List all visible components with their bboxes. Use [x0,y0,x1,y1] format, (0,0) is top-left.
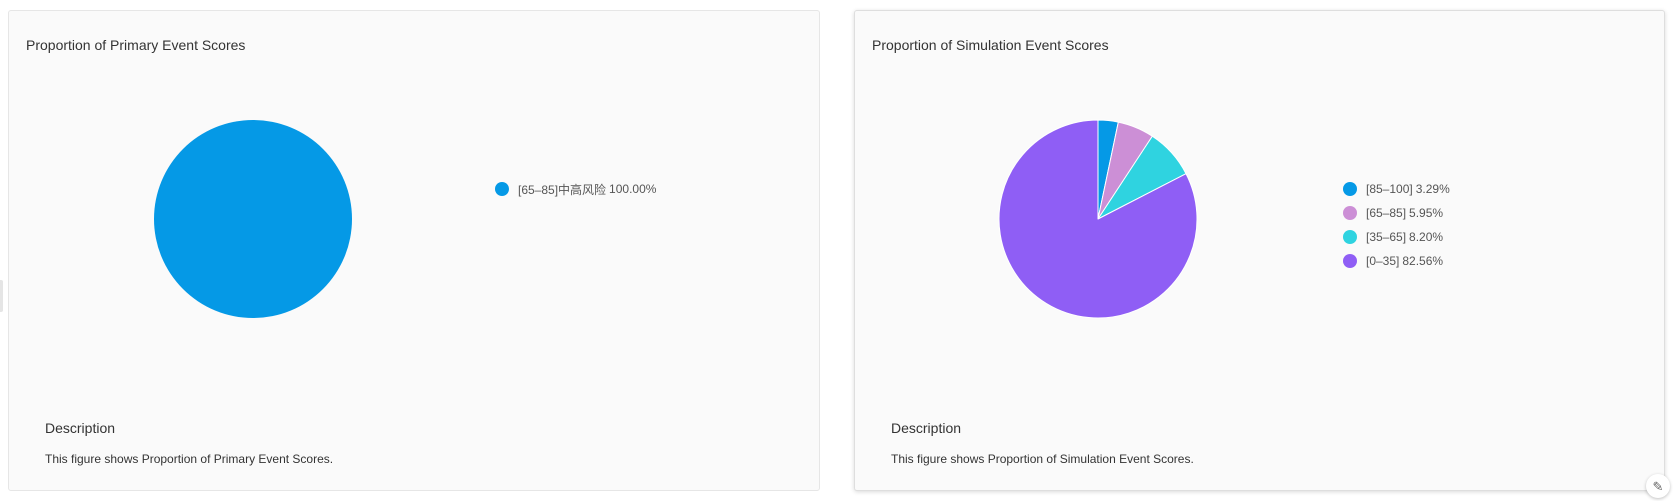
pie-slice[interactable] [998,119,1198,319]
legend-dot [1343,230,1357,244]
simulation-pie-chart [998,119,1198,319]
legend-percent: 100.00% [609,182,657,196]
legend-percent: 3.29% [1415,182,1450,196]
legend-item[interactable]: [65–85]中高风险 100.00% [495,177,656,201]
simulation-legend: [85–100] 3.29% [65–85] 5.95% [35–65] 8.2… [1343,177,1450,273]
primary-legend: [65–85]中高风险 100.00% [495,177,656,201]
primary-scores-card: Proportion of Primary Event Scores [65–8… [8,10,820,491]
description-heading: Description [45,420,116,436]
legend-dot [1343,182,1357,196]
legend-dot [495,182,509,196]
description: Description This figure shows Proportion… [891,420,1194,466]
pie-slice[interactable] [154,120,352,318]
legend-percent: 8.20% [1409,230,1444,244]
card-title: Proportion of Primary Event Scores [26,37,246,53]
legend-label: [85–100] [1366,182,1413,196]
legend-item[interactable]: [35–65] 8.20% [1343,225,1450,249]
legend-dot [1343,206,1357,220]
legend-label: [0–35] [1366,254,1400,268]
description-heading: Description [891,420,962,436]
left-edge-handle[interactable] [0,280,3,312]
legend-item[interactable]: [85–100] 3.29% [1343,177,1450,201]
description-text: This figure shows Proportion of Primary … [45,452,334,466]
legend-label: [65–85]中高风险 [518,182,607,197]
legend-label: [65–85] [1366,206,1407,220]
legend-item[interactable]: [0–35] 82.56% [1343,249,1450,273]
legend-item[interactable]: [65–85] 5.95% [1343,201,1450,225]
legend-label: [35–65] [1366,230,1407,244]
description-text: This figure shows Proportion of Simulati… [891,452,1194,466]
legend-percent: 82.56% [1402,254,1444,268]
legend-dot [1343,254,1357,268]
legend-percent: 5.95% [1409,206,1444,220]
pencil-icon[interactable]: ✎ [1646,474,1670,498]
description: Description This figure shows Proportion… [45,420,333,466]
simulation-scores-card: Proportion of Simulation Event Scores [8… [854,10,1665,491]
primary-pie-chart [154,120,352,318]
card-title: Proportion of Simulation Event Scores [872,37,1109,53]
